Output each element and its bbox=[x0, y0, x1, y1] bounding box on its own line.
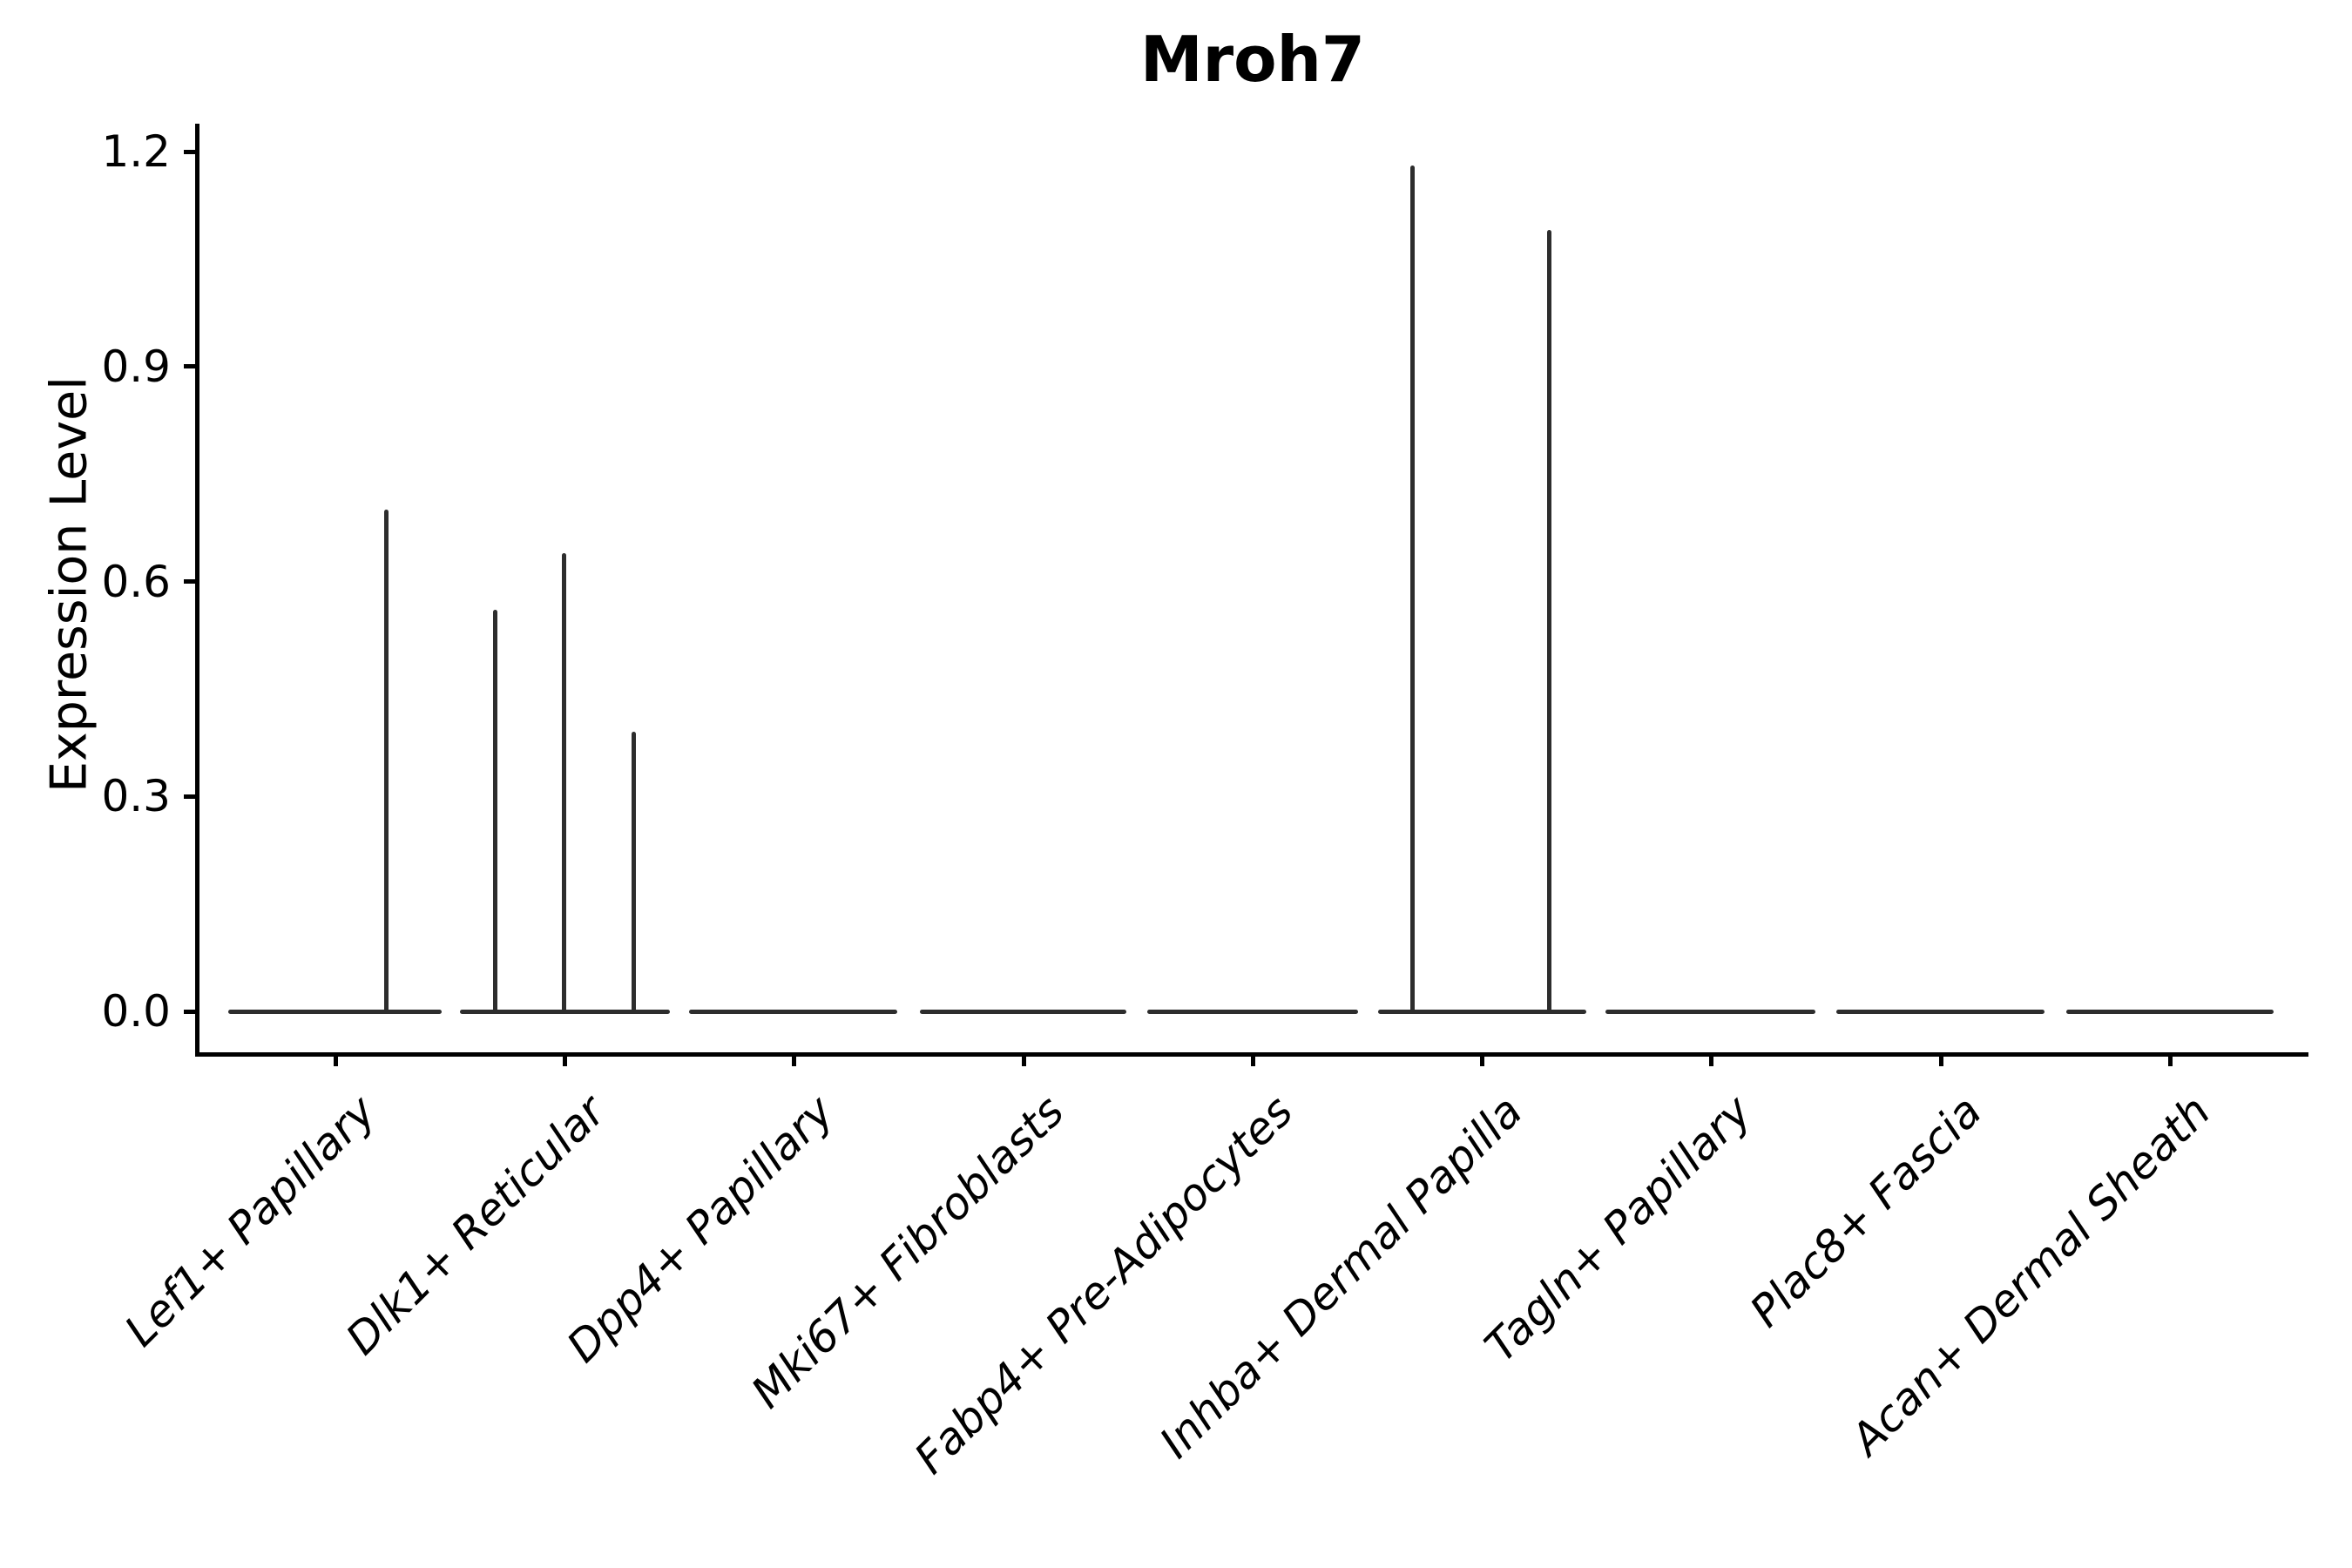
bottom-spine bbox=[195, 1052, 2308, 1057]
violin-base bbox=[689, 1009, 897, 1014]
x-tick bbox=[791, 1057, 796, 1066]
y-tick bbox=[184, 794, 195, 799]
y-tick-label: 0.3 bbox=[101, 771, 171, 822]
y-tick-label: 0.9 bbox=[101, 341, 171, 392]
y-tick-label: 1.2 bbox=[101, 126, 171, 177]
violin-spike bbox=[1546, 230, 1551, 1011]
violin-base bbox=[1147, 1009, 1358, 1014]
y-tick-label: 0.6 bbox=[101, 556, 171, 607]
violin-spike bbox=[561, 552, 566, 1011]
violin-base bbox=[228, 1009, 442, 1014]
y-tick bbox=[184, 579, 195, 584]
violin-base bbox=[2066, 1009, 2274, 1014]
x-tick-label: Lef1+ Papillary bbox=[115, 1085, 386, 1356]
violin-base bbox=[1605, 1009, 1815, 1014]
y-tick bbox=[184, 149, 195, 154]
y-tick-label: 0.0 bbox=[101, 986, 171, 1037]
x-tick bbox=[1021, 1057, 1026, 1066]
violin-base bbox=[460, 1009, 670, 1014]
x-tick-label: Fabp4+ Pre-Adipocytes bbox=[905, 1085, 1303, 1484]
x-tick bbox=[562, 1057, 567, 1066]
y-tick bbox=[184, 1009, 195, 1014]
x-tick bbox=[333, 1057, 338, 1066]
y-tick bbox=[184, 364, 195, 369]
left-spine bbox=[195, 124, 199, 1057]
violin-base bbox=[920, 1009, 1126, 1014]
x-tick-label: Plac8+ Fascia bbox=[1740, 1085, 1991, 1337]
x-tick bbox=[1250, 1057, 1255, 1066]
x-tick bbox=[1708, 1057, 1713, 1066]
violin-spike bbox=[383, 510, 389, 1011]
chart-title: Mroh7 bbox=[1140, 23, 1365, 96]
x-tick bbox=[2167, 1057, 2173, 1066]
x-tick bbox=[1479, 1057, 1484, 1066]
violin-spike bbox=[631, 732, 636, 1011]
violin-spike bbox=[492, 610, 497, 1011]
violin-base bbox=[1836, 1009, 2044, 1014]
x-tick bbox=[1938, 1057, 1943, 1066]
violin-spike bbox=[1409, 166, 1415, 1011]
violin-base bbox=[1378, 1009, 1586, 1014]
